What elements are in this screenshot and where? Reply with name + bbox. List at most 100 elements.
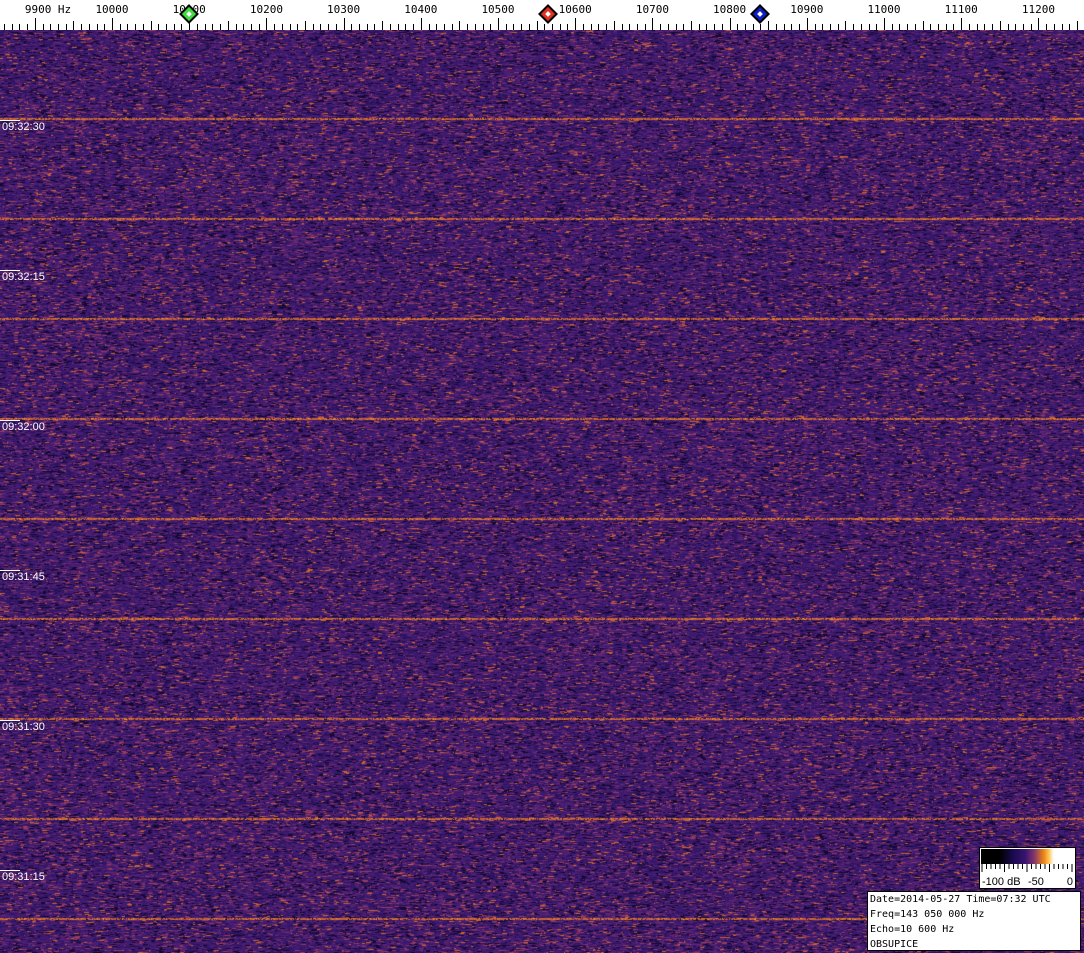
axis-tick bbox=[205, 24, 206, 30]
axis-tick bbox=[220, 24, 221, 30]
frequency-marker-1[interactable] bbox=[538, 4, 559, 24]
axis-tick bbox=[158, 24, 159, 30]
axis-tick bbox=[344, 18, 345, 30]
axis-tick bbox=[946, 24, 947, 30]
axis-tick bbox=[521, 24, 522, 30]
axis-tick-label: 11000 bbox=[867, 3, 901, 16]
axis-tick-label: 11100 bbox=[944, 3, 978, 16]
date-time-line: Date=2014-05-27 Time=07:32 UTC bbox=[870, 894, 1051, 905]
axis-tick bbox=[81, 24, 82, 30]
axis-tick bbox=[266, 18, 267, 30]
colorbar-legend: -100 dB -50 0 bbox=[979, 847, 1076, 889]
axis-tick bbox=[483, 24, 484, 30]
axis-tick bbox=[691, 21, 692, 30]
axis-tick bbox=[320, 24, 321, 30]
axis-tick bbox=[452, 24, 453, 30]
axis-tick bbox=[760, 24, 761, 30]
axis-tick bbox=[112, 18, 113, 30]
axis-tick bbox=[969, 24, 970, 30]
axis-tick bbox=[243, 24, 244, 30]
axis-tick bbox=[552, 24, 553, 30]
time-label: 09:32:00 bbox=[2, 421, 45, 433]
axis-tick bbox=[853, 24, 854, 30]
axis-tick bbox=[907, 24, 908, 30]
axis-tick-label: 10900 bbox=[790, 3, 824, 16]
axis-tick bbox=[838, 24, 839, 30]
axis-tick bbox=[876, 24, 877, 30]
axis-tick bbox=[961, 18, 962, 30]
axis-tick bbox=[861, 24, 862, 30]
axis-tick bbox=[274, 24, 275, 30]
axis-tick bbox=[977, 24, 978, 30]
axis-tick bbox=[1038, 18, 1039, 30]
axis-tick bbox=[12, 24, 13, 30]
axis-tick bbox=[313, 24, 314, 30]
axis-tick bbox=[127, 24, 128, 30]
axis-tick-label: 10600 bbox=[558, 3, 592, 16]
axis-tick bbox=[699, 24, 700, 30]
time-label: 09:32:30 bbox=[2, 121, 45, 133]
colorbar-mid: -50 bbox=[1028, 876, 1044, 888]
axis-tick bbox=[66, 24, 67, 30]
time-tick bbox=[0, 420, 20, 421]
axis-tick bbox=[791, 24, 792, 30]
axis-tick bbox=[282, 24, 283, 30]
axis-tick bbox=[768, 21, 769, 30]
axis-tick bbox=[189, 18, 190, 30]
axis-tick bbox=[583, 24, 584, 30]
axis-tick bbox=[97, 24, 98, 30]
axis-tick bbox=[1046, 24, 1047, 30]
axis-tick bbox=[181, 24, 182, 30]
axis-tick bbox=[1054, 24, 1055, 30]
axis-tick bbox=[444, 24, 445, 30]
axis-tick-label: 10700 bbox=[635, 3, 669, 16]
axis-tick bbox=[591, 24, 592, 30]
axis-tick bbox=[899, 24, 900, 30]
axis-tick bbox=[336, 24, 337, 30]
waterfall-canvas[interactable] bbox=[0, 30, 1084, 953]
axis-tick bbox=[529, 24, 530, 30]
axis-tick bbox=[683, 24, 684, 30]
axis-tick bbox=[513, 24, 514, 30]
axis-tick bbox=[212, 24, 213, 30]
axis-tick bbox=[923, 21, 924, 30]
frequency-axis: 9900 Hz 10000101001020010300104001050010… bbox=[0, 0, 1084, 30]
axis-tick bbox=[297, 24, 298, 30]
axis-tick bbox=[884, 18, 885, 30]
axis-tick-label: 10300 bbox=[327, 3, 361, 16]
axis-tick bbox=[290, 24, 291, 30]
axis-tick bbox=[429, 24, 430, 30]
axis-tick bbox=[537, 21, 538, 30]
axis-tick bbox=[398, 24, 399, 30]
axis-tick bbox=[1031, 24, 1032, 30]
time-label: 09:31:45 bbox=[2, 571, 45, 583]
axis-tick bbox=[135, 24, 136, 30]
axis-tick bbox=[120, 24, 121, 30]
axis-tick bbox=[1000, 21, 1001, 30]
axis-tick bbox=[544, 24, 545, 30]
axis-tick bbox=[228, 21, 229, 30]
axis-tick bbox=[745, 24, 746, 30]
axis-unit-label: 9900 Hz bbox=[24, 3, 72, 16]
axis-tick bbox=[629, 24, 630, 30]
axis-tick bbox=[714, 24, 715, 30]
axis-tick bbox=[359, 24, 360, 30]
axis-tick bbox=[104, 24, 105, 30]
info-box: Date=2014-05-27 Time=07:32 UTC Freq=143 … bbox=[867, 891, 1081, 951]
axis-tick bbox=[984, 24, 985, 30]
axis-tick bbox=[390, 24, 391, 30]
axis-tick bbox=[459, 21, 460, 30]
axis-tick bbox=[1077, 21, 1078, 30]
axis-tick bbox=[722, 24, 723, 30]
axis-tick bbox=[305, 21, 306, 30]
axis-tick bbox=[27, 24, 28, 30]
time-tick bbox=[0, 120, 20, 121]
axis-tick bbox=[467, 24, 468, 30]
axis-tick bbox=[953, 24, 954, 30]
axis-tick bbox=[43, 24, 44, 30]
axis-tick bbox=[1023, 24, 1024, 30]
axis-tick bbox=[50, 24, 51, 30]
axis-tick bbox=[784, 24, 785, 30]
axis-tick bbox=[567, 24, 568, 30]
